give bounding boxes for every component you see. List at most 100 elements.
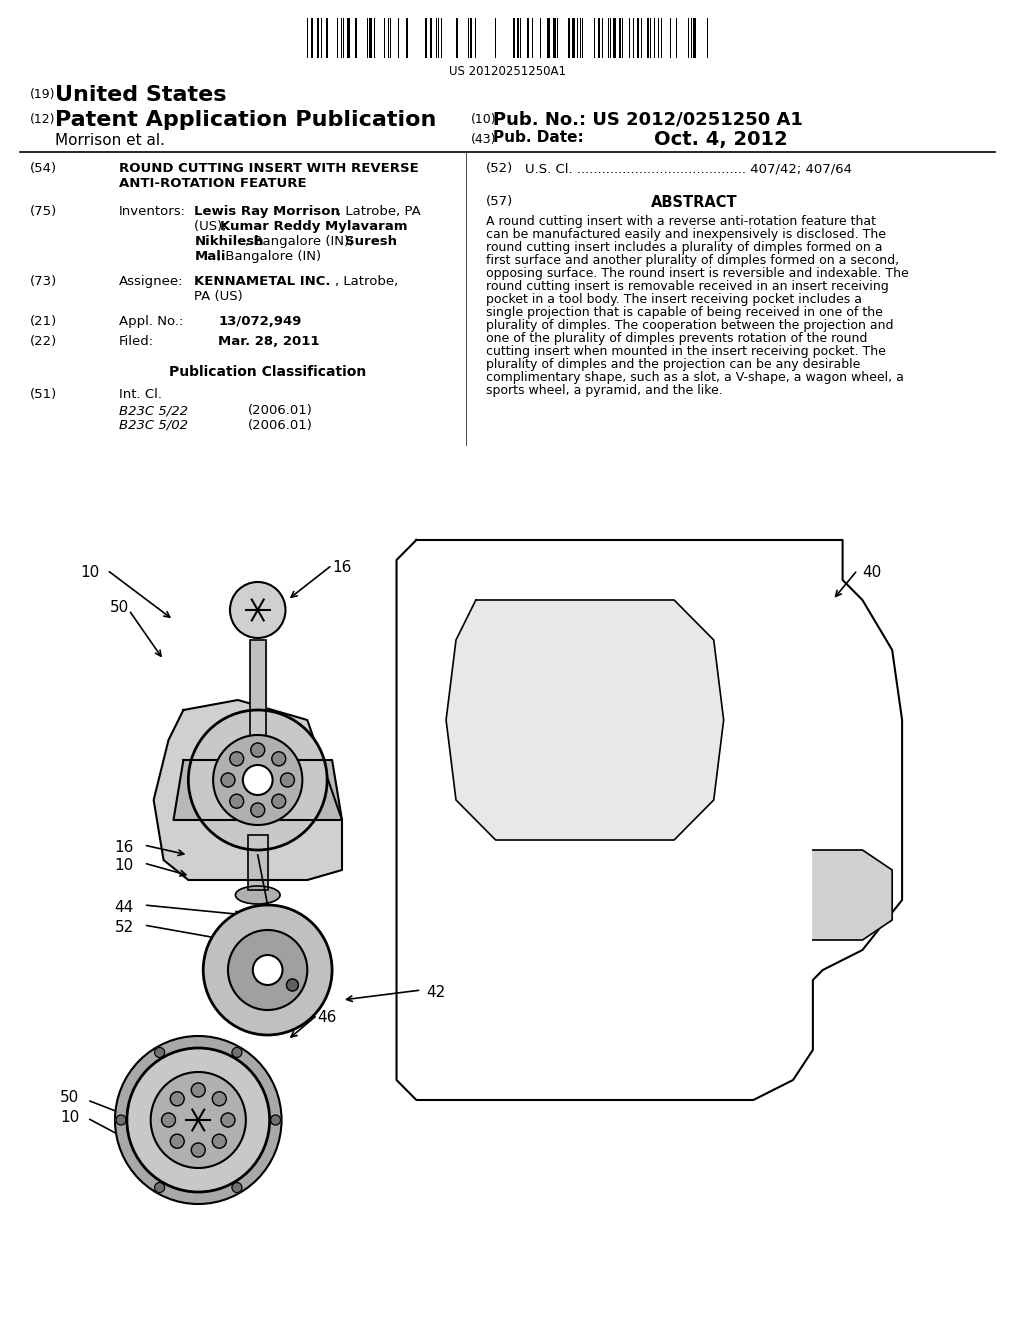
Circle shape [155, 1183, 165, 1192]
Text: (43): (43) [471, 133, 497, 147]
Text: complimentary shape, such as a slot, a V-shape, a wagon wheel, a: complimentary shape, such as a slot, a V… [485, 371, 903, 384]
Text: Int. Cl.: Int. Cl. [119, 388, 162, 401]
Bar [311, 18, 313, 58]
Bar [553, 18, 556, 58]
Polygon shape [173, 760, 342, 820]
Text: Pub. Date:: Pub. Date: [493, 129, 584, 145]
Text: Mali: Mali [195, 249, 226, 263]
Circle shape [191, 1082, 205, 1097]
Text: (51): (51) [30, 388, 57, 401]
Text: Appl. No.:: Appl. No.: [119, 315, 183, 327]
Circle shape [162, 1113, 175, 1127]
Circle shape [229, 752, 244, 766]
Text: 44: 44 [115, 900, 134, 915]
Bar [317, 18, 319, 58]
Text: PA (US): PA (US) [195, 290, 243, 304]
Bar [456, 18, 458, 58]
Text: plurality of dimples. The cooperation between the projection and: plurality of dimples. The cooperation be… [485, 319, 893, 333]
Circle shape [251, 803, 264, 817]
Text: (54): (54) [30, 162, 57, 176]
Circle shape [213, 735, 302, 825]
Circle shape [155, 1048, 165, 1057]
Text: (2006.01): (2006.01) [248, 418, 312, 432]
Circle shape [170, 1092, 184, 1106]
Circle shape [191, 1143, 205, 1158]
Circle shape [221, 774, 234, 787]
Circle shape [115, 1036, 282, 1204]
Text: pocket in a tool body. The insert receiving pocket includes a: pocket in a tool body. The insert receiv… [485, 293, 862, 306]
Text: Lewis Ray Morrison: Lewis Ray Morrison [195, 205, 340, 218]
Text: Nikhilesh: Nikhilesh [195, 235, 264, 248]
Text: round cutting insert is removable received in an insert receiving: round cutting insert is removable receiv… [485, 280, 889, 293]
Text: , Latrobe, PA: , Latrobe, PA [337, 205, 421, 218]
Text: (22): (22) [30, 335, 57, 348]
Text: single projection that is capable of being received in one of the: single projection that is capable of bei… [485, 306, 883, 319]
Text: ANTI-ROTATION FEATURE: ANTI-ROTATION FEATURE [119, 177, 306, 190]
Text: 40: 40 [862, 565, 882, 579]
Text: Pub. No.: US 2012/0251250 A1: Pub. No.: US 2012/0251250 A1 [493, 110, 803, 128]
Text: plurality of dimples and the projection can be any desirable: plurality of dimples and the projection … [485, 358, 860, 371]
Text: Patent Application Publication: Patent Application Publication [54, 110, 436, 129]
Text: 13/072,949: 13/072,949 [218, 315, 301, 327]
Circle shape [221, 1113, 234, 1127]
Circle shape [271, 795, 286, 808]
Text: United States: United States [54, 84, 226, 106]
Text: 10: 10 [115, 858, 134, 873]
Bar [470, 18, 472, 58]
Circle shape [228, 931, 307, 1010]
Text: opposing surface. The round insert is reversible and indexable. The: opposing surface. The round insert is re… [485, 267, 908, 280]
Circle shape [116, 1115, 126, 1125]
Text: (12): (12) [30, 114, 55, 125]
Text: first surface and another plurality of dimples formed on a second,: first surface and another plurality of d… [485, 253, 899, 267]
Bar [572, 18, 574, 58]
Text: 10: 10 [60, 1110, 79, 1125]
Circle shape [253, 954, 283, 985]
Circle shape [270, 1115, 281, 1125]
Text: B23C 5/02: B23C 5/02 [119, 418, 188, 432]
Text: round cutting insert includes a plurality of dimples formed on a: round cutting insert includes a pluralit… [485, 242, 883, 253]
Bar [326, 18, 328, 58]
Bar [618, 18, 621, 58]
Circle shape [232, 1048, 242, 1057]
Circle shape [203, 906, 332, 1035]
Text: 46: 46 [317, 1010, 337, 1026]
Text: (2006.01): (2006.01) [248, 404, 312, 417]
Circle shape [287, 979, 298, 991]
Text: Inventors:: Inventors: [119, 205, 186, 218]
Circle shape [281, 774, 295, 787]
Circle shape [229, 795, 244, 808]
Polygon shape [446, 601, 724, 840]
Bar [517, 18, 519, 58]
Bar [612, 18, 615, 58]
Circle shape [170, 1134, 184, 1148]
Circle shape [188, 710, 327, 850]
Text: 16: 16 [332, 560, 351, 576]
Text: U.S. Cl. ......................................... 407/42; 407/64: U.S. Cl. ...............................… [525, 162, 852, 176]
Text: (10): (10) [471, 114, 497, 125]
Text: 50: 50 [110, 601, 129, 615]
Circle shape [212, 1092, 226, 1106]
Bar [355, 18, 357, 58]
Circle shape [271, 752, 286, 766]
Text: Mar. 28, 2011: Mar. 28, 2011 [218, 335, 319, 348]
Text: sports wheel, a pyramid, and the like.: sports wheel, a pyramid, and the like. [485, 384, 723, 397]
Text: (52): (52) [485, 162, 513, 176]
Bar [598, 18, 600, 58]
Text: 52: 52 [115, 920, 134, 935]
Bar [250, 640, 265, 750]
Text: ABSTRACT: ABSTRACT [650, 195, 737, 210]
Text: Kumar Reddy Mylavaram: Kumar Reddy Mylavaram [220, 220, 408, 234]
Circle shape [127, 1048, 269, 1192]
Circle shape [151, 1072, 246, 1168]
Text: B23C 5/22: B23C 5/22 [119, 404, 188, 417]
Bar [547, 18, 550, 58]
Bar [248, 836, 267, 890]
Text: (75): (75) [30, 205, 57, 218]
Text: US 20120251250A1: US 20120251250A1 [450, 65, 566, 78]
Text: , Bangalore (IN): , Bangalore (IN) [217, 249, 322, 263]
Circle shape [212, 1134, 226, 1148]
Bar [369, 18, 372, 58]
Text: Oct. 4, 2012: Oct. 4, 2012 [654, 129, 788, 149]
Bar [647, 18, 649, 58]
Text: Suresh: Suresh [345, 235, 397, 248]
